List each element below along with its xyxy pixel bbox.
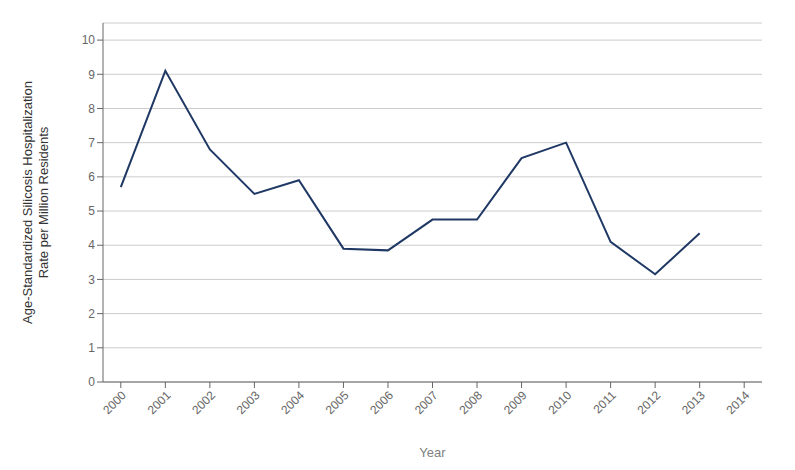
svg-text:2002: 2002 bbox=[189, 388, 218, 417]
svg-text:2003: 2003 bbox=[234, 388, 263, 417]
svg-text:2011: 2011 bbox=[591, 388, 619, 416]
svg-text:2010: 2010 bbox=[545, 388, 574, 417]
svg-text:2004: 2004 bbox=[278, 388, 307, 417]
svg-text:2001: 2001 bbox=[145, 388, 174, 417]
svg-text:Age-Standardized Silicosis Hos: Age-Standardized Silicosis Hospitalizati… bbox=[20, 81, 51, 324]
svg-text:3: 3 bbox=[88, 273, 95, 287]
svg-text:8: 8 bbox=[88, 102, 95, 116]
svg-text:2009: 2009 bbox=[501, 388, 530, 417]
svg-text:5: 5 bbox=[88, 204, 95, 218]
svg-text:2012: 2012 bbox=[634, 388, 663, 417]
svg-text:1: 1 bbox=[88, 341, 95, 355]
svg-text:4: 4 bbox=[88, 238, 95, 252]
svg-text:2013: 2013 bbox=[679, 388, 708, 417]
svg-text:0: 0 bbox=[88, 375, 95, 389]
svg-text:9: 9 bbox=[88, 68, 95, 82]
svg-text:6: 6 bbox=[88, 170, 95, 184]
svg-text:10: 10 bbox=[82, 33, 96, 47]
svg-text:2008: 2008 bbox=[456, 388, 485, 417]
svg-text:2006: 2006 bbox=[367, 388, 396, 417]
svg-text:7: 7 bbox=[88, 136, 95, 150]
svg-text:Year: Year bbox=[419, 445, 446, 460]
svg-text:2000: 2000 bbox=[100, 388, 129, 417]
svg-text:2007: 2007 bbox=[412, 388, 441, 417]
svg-text:2005: 2005 bbox=[323, 388, 352, 417]
svg-text:2014: 2014 bbox=[724, 388, 753, 417]
svg-text:2: 2 bbox=[88, 307, 95, 321]
